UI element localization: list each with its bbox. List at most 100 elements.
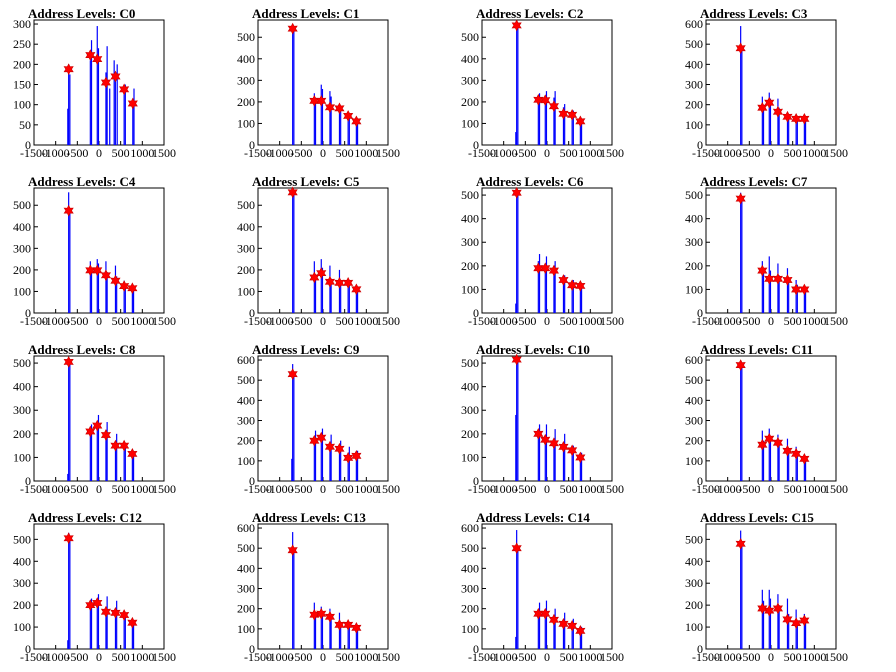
x-tick-label: 1500 xyxy=(600,650,624,664)
x-tick-label: -1000 xyxy=(714,650,742,664)
chart-panel: Address Levels: C13 0 100 200 300 400 500 600 -1… xyxy=(224,504,448,672)
y-tick-label: 600 xyxy=(237,521,255,535)
x-tick-label: -500 xyxy=(290,650,312,664)
peak-marker xyxy=(558,107,569,120)
y-tick-label: 100 xyxy=(237,116,255,130)
x-tick-label: 1500 xyxy=(824,314,848,328)
y-tick-label: 0 xyxy=(697,306,703,320)
x-tick-label: 1500 xyxy=(152,650,176,664)
peak-marker xyxy=(533,93,544,106)
x-tick-label: 0 xyxy=(768,314,774,328)
y-tick-label: 500 xyxy=(237,198,255,212)
x-tick-label: -1000 xyxy=(266,482,294,496)
peak-marker xyxy=(127,97,138,110)
chart-title: Address Levels: C2 xyxy=(476,6,584,21)
y-tick-label: 100 xyxy=(13,98,31,112)
x-tick-label: 1500 xyxy=(600,146,624,160)
x-tick-label: 0 xyxy=(96,146,102,160)
x-tick-label: -500 xyxy=(66,314,88,328)
x-tick-label: 1500 xyxy=(600,482,624,496)
peak-marker xyxy=(343,276,354,289)
chart-panel: Address Levels: C10 0 100 200 300 400 500 -1500… xyxy=(448,336,672,504)
chart-title: Address Levels: C1 xyxy=(252,6,360,21)
y-tick-label: 400 xyxy=(237,561,255,575)
y-tick-label: 100 xyxy=(685,620,703,634)
y-tick-label: 0 xyxy=(25,642,31,656)
peak-marker xyxy=(772,602,783,615)
chart-title: Address Levels: C0 xyxy=(28,6,136,21)
chart-panel: Address Levels: C8 0 100 200 300 400 500 -1500-… xyxy=(0,336,224,504)
x-tick-label: 0 xyxy=(320,314,326,328)
peak-marker xyxy=(127,448,138,460)
x-tick-label: -1000 xyxy=(42,314,70,328)
peak-marker xyxy=(735,537,746,550)
x-tick-label: 500 xyxy=(336,650,354,664)
y-tick-label: 500 xyxy=(13,356,31,370)
peak-marker xyxy=(324,610,336,623)
y-tick-label: 100 xyxy=(237,454,255,468)
peak-marker xyxy=(92,597,103,609)
x-tick-label: 500 xyxy=(112,650,130,664)
peak-marker xyxy=(334,442,345,455)
chart-title: Address Levels: C5 xyxy=(252,174,360,189)
y-tick-label: 300 xyxy=(685,576,703,590)
x-tick-label: -1000 xyxy=(42,146,70,160)
peak-marker xyxy=(287,368,298,380)
x-tick-label: 1000 xyxy=(578,482,602,496)
x-tick-label: 500 xyxy=(560,650,578,664)
y-tick-label: 100 xyxy=(685,282,703,296)
x-tick-label: -500 xyxy=(66,146,88,160)
x-tick-label: 500 xyxy=(112,146,130,160)
peak-marker xyxy=(63,356,74,368)
y-tick-label: 500 xyxy=(461,30,479,44)
peak-marker xyxy=(85,264,96,277)
peak-marker xyxy=(772,272,784,285)
y-tick-label: 500 xyxy=(461,188,479,202)
peak-marker xyxy=(100,76,111,89)
y-tick-label: 500 xyxy=(13,532,31,546)
peak-marker xyxy=(533,607,544,620)
chart-panel: Address Levels: C9 0 100 200 300 400 500 600 -15… xyxy=(224,336,448,504)
y-tick-label: 200 xyxy=(461,427,479,441)
y-tick-label: 400 xyxy=(237,393,255,407)
x-tick-label: -1500 xyxy=(20,146,48,160)
y-tick-label: 200 xyxy=(237,602,255,616)
chart-title: Address Levels: C8 xyxy=(28,342,136,357)
x-tick-label: 0 xyxy=(768,146,774,160)
chart-panel: Address Levels: C4 0 100 200 300 400 500 -1500-… xyxy=(0,168,224,336)
peak-marker xyxy=(575,451,586,464)
peak-marker xyxy=(351,115,362,128)
peak-marker xyxy=(764,272,775,285)
peak-marker xyxy=(287,22,298,35)
y-tick-label: 400 xyxy=(461,52,479,66)
x-tick-label: -1500 xyxy=(244,650,272,664)
y-tick-label: 100 xyxy=(685,118,703,132)
y-tick-label: 200 xyxy=(461,602,479,616)
chart-panel: Address Levels: C6 0 100 200 300 400 500 -1500-… xyxy=(448,168,672,336)
peak-marker xyxy=(63,204,74,217)
x-tick-label: -1000 xyxy=(266,650,294,664)
peak-marker xyxy=(92,53,103,65)
peak-marker xyxy=(757,602,768,615)
x-tick-label: 1000 xyxy=(130,146,154,160)
peak-marker xyxy=(324,275,335,288)
y-tick-label: 200 xyxy=(685,259,703,273)
y-tick-label: 600 xyxy=(237,353,255,367)
x-tick-label: -1500 xyxy=(468,650,496,664)
y-tick-label: 400 xyxy=(13,380,31,394)
chart-panel: Address Levels: C7 0 100 200 300 400 500 -1500-… xyxy=(672,168,896,336)
x-tick-label: -1500 xyxy=(20,482,48,496)
chart-panel: Address Levels: C2 0 100 200 300 400 500 -1500-… xyxy=(448,0,672,168)
y-tick-label: 300 xyxy=(461,403,479,417)
x-tick-label: 1000 xyxy=(354,482,378,496)
y-tick-label: 500 xyxy=(685,188,703,202)
y-tick-label: 300 xyxy=(461,73,479,87)
peak-marker xyxy=(119,83,130,96)
peak-marker xyxy=(558,440,569,453)
x-tick-label: -1500 xyxy=(244,314,272,328)
peak-marker xyxy=(334,618,345,631)
